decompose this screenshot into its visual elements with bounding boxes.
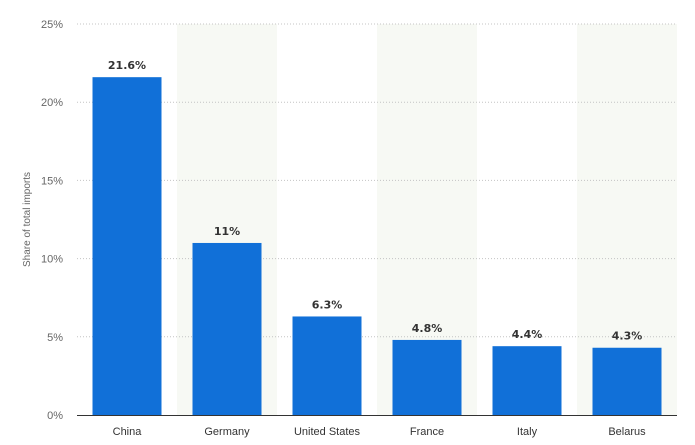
y-axis-tick-labels: 0% 5% 10% 15% 20% 25%: [41, 19, 63, 422]
alternating-bands: [177, 24, 677, 415]
y-tick-label: 20%: [41, 97, 63, 109]
bar: [592, 347, 662, 415]
bar: [192, 242, 262, 415]
x-category-label: Belarus: [608, 426, 646, 438]
bar: [292, 316, 362, 415]
data-label: 11%: [214, 225, 240, 238]
x-category-label: France: [410, 426, 444, 438]
bar: [492, 346, 562, 415]
gridlines: [77, 23, 677, 338]
data-labels: 21.6% 11% 6.3% 4.8% 4.4% 4.3%: [108, 59, 642, 343]
data-label: 4.4%: [512, 328, 543, 341]
y-tick-label: 25%: [41, 19, 63, 31]
y-tick-label: 5%: [47, 332, 63, 344]
y-axis-title: Share of total imports: [22, 172, 33, 267]
bar: [92, 77, 162, 416]
x-category-label: Italy: [517, 426, 538, 438]
y-tick-label: 15%: [41, 175, 63, 187]
x-category-label: Germany: [204, 426, 250, 438]
x-category-label: China: [113, 426, 143, 438]
x-category-label: United States: [294, 426, 361, 438]
data-label: 4.3%: [612, 330, 643, 343]
data-label: 21.6%: [108, 59, 146, 72]
data-label: 6.3%: [312, 298, 343, 311]
bar: [392, 339, 462, 415]
x-axis-category-labels: China Germany United States France Italy Bela…: [113, 426, 647, 438]
y-tick-label: 0%: [47, 410, 63, 422]
bar-series: [92, 77, 662, 416]
y-tick-label: 10%: [41, 254, 63, 266]
data-label: 4.8%: [412, 322, 443, 335]
